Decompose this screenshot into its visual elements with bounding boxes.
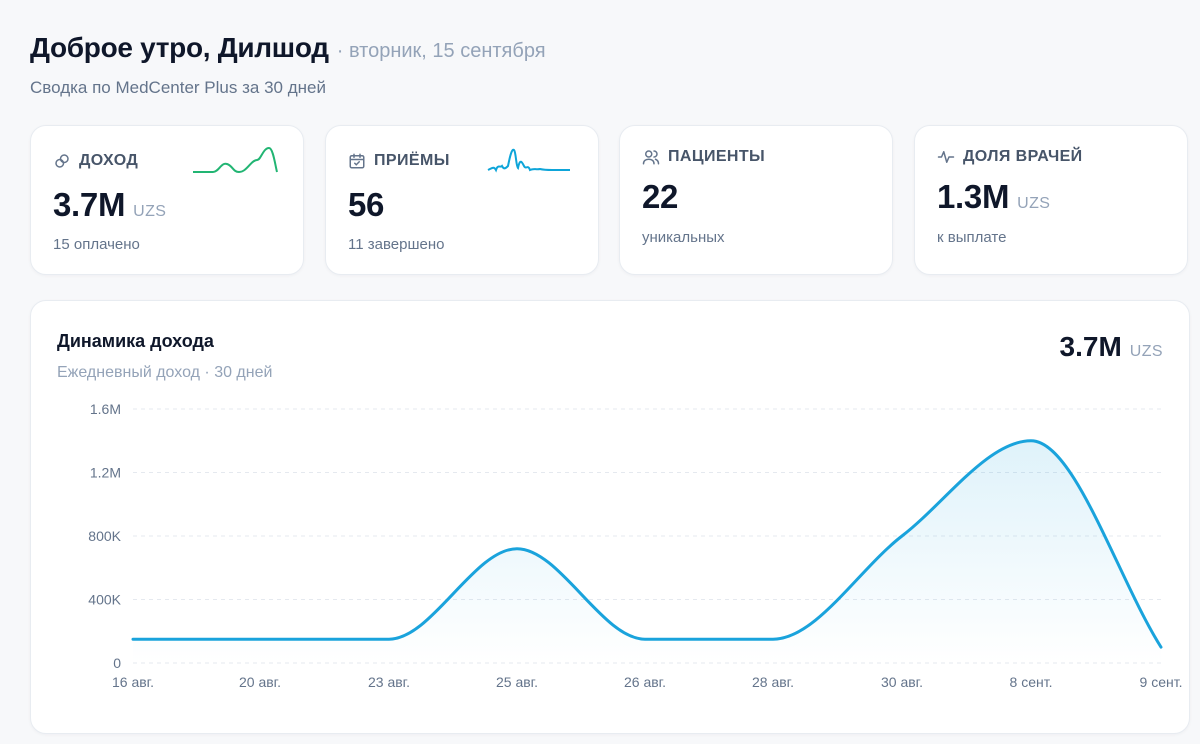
activity-icon [937,148,955,166]
chart-total-unit: UZS [1129,343,1163,360]
stat-label: ДОХОД [79,152,139,169]
revenue-area [133,440,1161,663]
stat-card-revenue[interactable]: ДОХОД 3.7M UZS 15 оплачено [30,125,304,275]
greeting-title: Доброе утро, Дилшод [30,32,329,63]
x-tick-label: 30 авг. [881,674,923,690]
x-tick-label: 16 авг. [112,674,154,690]
page-subtitle: Сводка по MedCenter Plus за 30 дней [30,78,326,97]
chart-total: 3.7M UZS [1060,331,1163,363]
stat-label: ДОЛЯ ВРАЧЕЙ [963,148,1083,165]
y-tick-label: 1.6M [90,401,121,417]
y-tick-label: 0 [113,655,121,671]
calendar-check-icon [348,152,366,170]
x-tick-label: 20 авг. [239,674,281,690]
stat-unit: UZS [1017,195,1051,212]
x-tick-label: 25 авг. [496,674,538,690]
chart-subtitle: Ежедневный доход · 30 дней [57,364,273,381]
x-tick-label: 8 сент. [1010,674,1053,690]
x-tick-label: 26 авг. [624,674,666,690]
stat-value: 22 [642,178,679,215]
revenue-chart: 0 400K 800K 1.2M 1.6M 16 авг. 20 авг. 23 авг. 2… [88,401,1183,690]
x-tick-label: 28 авг. [752,674,794,690]
stat-subtext: к выплате [937,229,1007,246]
stat-subtext: 15 оплачено [53,236,140,253]
revenue-sparkline [193,146,278,174]
revenue-chart-card: Динамика дохода Ежедневный доход · 30 дн… [30,300,1190,734]
y-tick-label: 400K [88,592,121,608]
stat-card-patients[interactable]: ПАЦИЕНТЫ 22 уникальных [619,125,893,275]
revenue-series-line [131,439,1163,649]
stat-value: 3.7M [53,186,126,223]
stat-subtext: уникальных [642,229,725,246]
page-header: Доброе утро, Дилшод · вторник, 15 сентяб… [30,32,546,98]
stat-value: 56 [348,186,385,223]
chart-total-value: 3.7M [1059,331,1122,362]
appointments-sparkline [487,148,570,173]
stat-subtext: 11 завершено [348,236,445,253]
stat-value: 1.3M [937,178,1010,215]
current-date: · вторник, 15 сентября [336,40,546,62]
chart-title: Динамика дохода [57,331,214,351]
users-icon [642,148,660,166]
stat-card-appointments[interactable]: ПРИЁМЫ 56 11 завершено [325,125,599,275]
link-icon [53,152,71,170]
stat-unit: UZS [133,203,167,220]
y-tick-label: 800K [88,528,121,544]
stat-label: ПРИЁМЫ [374,152,450,169]
x-tick-label: 9 сент. [1140,674,1183,690]
stat-label: ПАЦИЕНТЫ [668,148,766,165]
x-tick-label: 23 авг. [368,674,410,690]
y-tick-label: 1.2M [90,465,121,481]
stat-card-doctors-share[interactable]: ДОЛЯ ВРАЧЕЙ 1.3M UZS к выплате [914,125,1188,275]
